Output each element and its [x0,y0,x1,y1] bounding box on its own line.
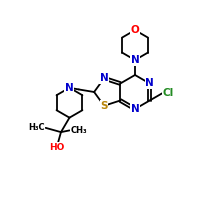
Text: N: N [65,83,74,93]
Text: S: S [100,101,108,111]
Text: H₃C: H₃C [28,123,45,132]
Text: N: N [145,78,154,88]
Text: N: N [131,55,139,65]
Text: O: O [131,25,139,35]
Text: N: N [131,104,139,114]
Text: CH₃: CH₃ [70,126,87,135]
Text: Cl: Cl [162,88,173,98]
Text: HO: HO [49,143,64,152]
Text: N: N [100,73,108,83]
